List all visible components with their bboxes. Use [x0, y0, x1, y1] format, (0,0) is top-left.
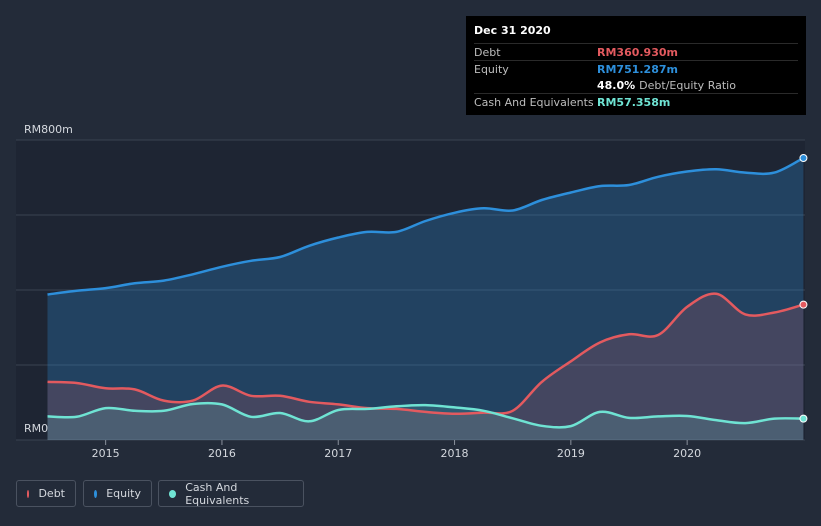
tooltip-row-cash: Cash And Equivalents RM57.358m [474, 93, 798, 110]
legend-cash-dot-icon [169, 489, 177, 498]
area-equity [47, 158, 804, 440]
tooltip-panel: Dec 31 2020 Debt RM360.930m Equity RM751… [466, 16, 806, 115]
x-tick-label: 2016 [208, 447, 236, 460]
tooltip-row-equity: Equity RM751.287m [474, 60, 798, 77]
tooltip-row-ratio: 48.0% Debt/Equity Ratio [474, 77, 798, 93]
legend-item-cash[interactable]: Cash And Equivalents [158, 480, 304, 507]
legend-debt-dot-icon [27, 489, 30, 498]
tooltip-cash-value: RM57.358m [597, 95, 671, 109]
legend-debt-label: Debt [38, 487, 65, 500]
x-tick-label: 2020 [673, 447, 701, 460]
x-tick-label: 2015 [92, 447, 120, 460]
y-tick-label-max: RM800m [24, 123, 73, 136]
legend-cash-label: Cash And Equivalents [185, 480, 250, 507]
tooltip-ratio-label: Debt/Equity Ratio [639, 78, 736, 92]
series-areas [47, 158, 804, 440]
x-axis-ticks: 2015 2016 2017 2018 2019 2020 [92, 440, 701, 460]
legend-item-equity[interactable]: Equity [83, 480, 152, 507]
x-tick-label: 2018 [441, 447, 469, 460]
end-marker-cash-and-equivalents [799, 414, 808, 423]
legend-item-debt[interactable]: Debt [16, 480, 76, 507]
series-lines [47, 156, 804, 429]
tooltip-cash-label: Cash And Equivalents [474, 95, 594, 109]
tooltip-equity-value: RM751.287m [597, 62, 678, 76]
y-tick-label-zero: RM0 [24, 422, 48, 435]
x-tick-label: 2019 [557, 447, 585, 460]
tooltip-date: Dec 31 2020 [474, 24, 551, 37]
line-debt [47, 292, 804, 416]
tooltip-debt-value: RM360.930m [597, 45, 678, 59]
end-marker-debt [799, 300, 808, 309]
legend-equity-label: Equity [106, 487, 141, 500]
tooltip-ratio-value: 48.0% [597, 78, 636, 92]
area-debt [47, 293, 804, 440]
grid-lines [16, 139, 805, 441]
tooltip-row-debt: Debt RM360.930m [474, 43, 798, 60]
end-marker-equity [799, 154, 808, 162]
line-cash-and-equivalents [47, 401, 804, 429]
legend-equity-dot-icon [94, 489, 98, 498]
x-tick-label: 2017 [324, 447, 352, 460]
tooltip-equity-label: Equity [474, 62, 509, 76]
series-end-markers [799, 154, 808, 423]
line-equity [47, 156, 804, 296]
tooltip-debt-label: Debt [474, 45, 501, 59]
